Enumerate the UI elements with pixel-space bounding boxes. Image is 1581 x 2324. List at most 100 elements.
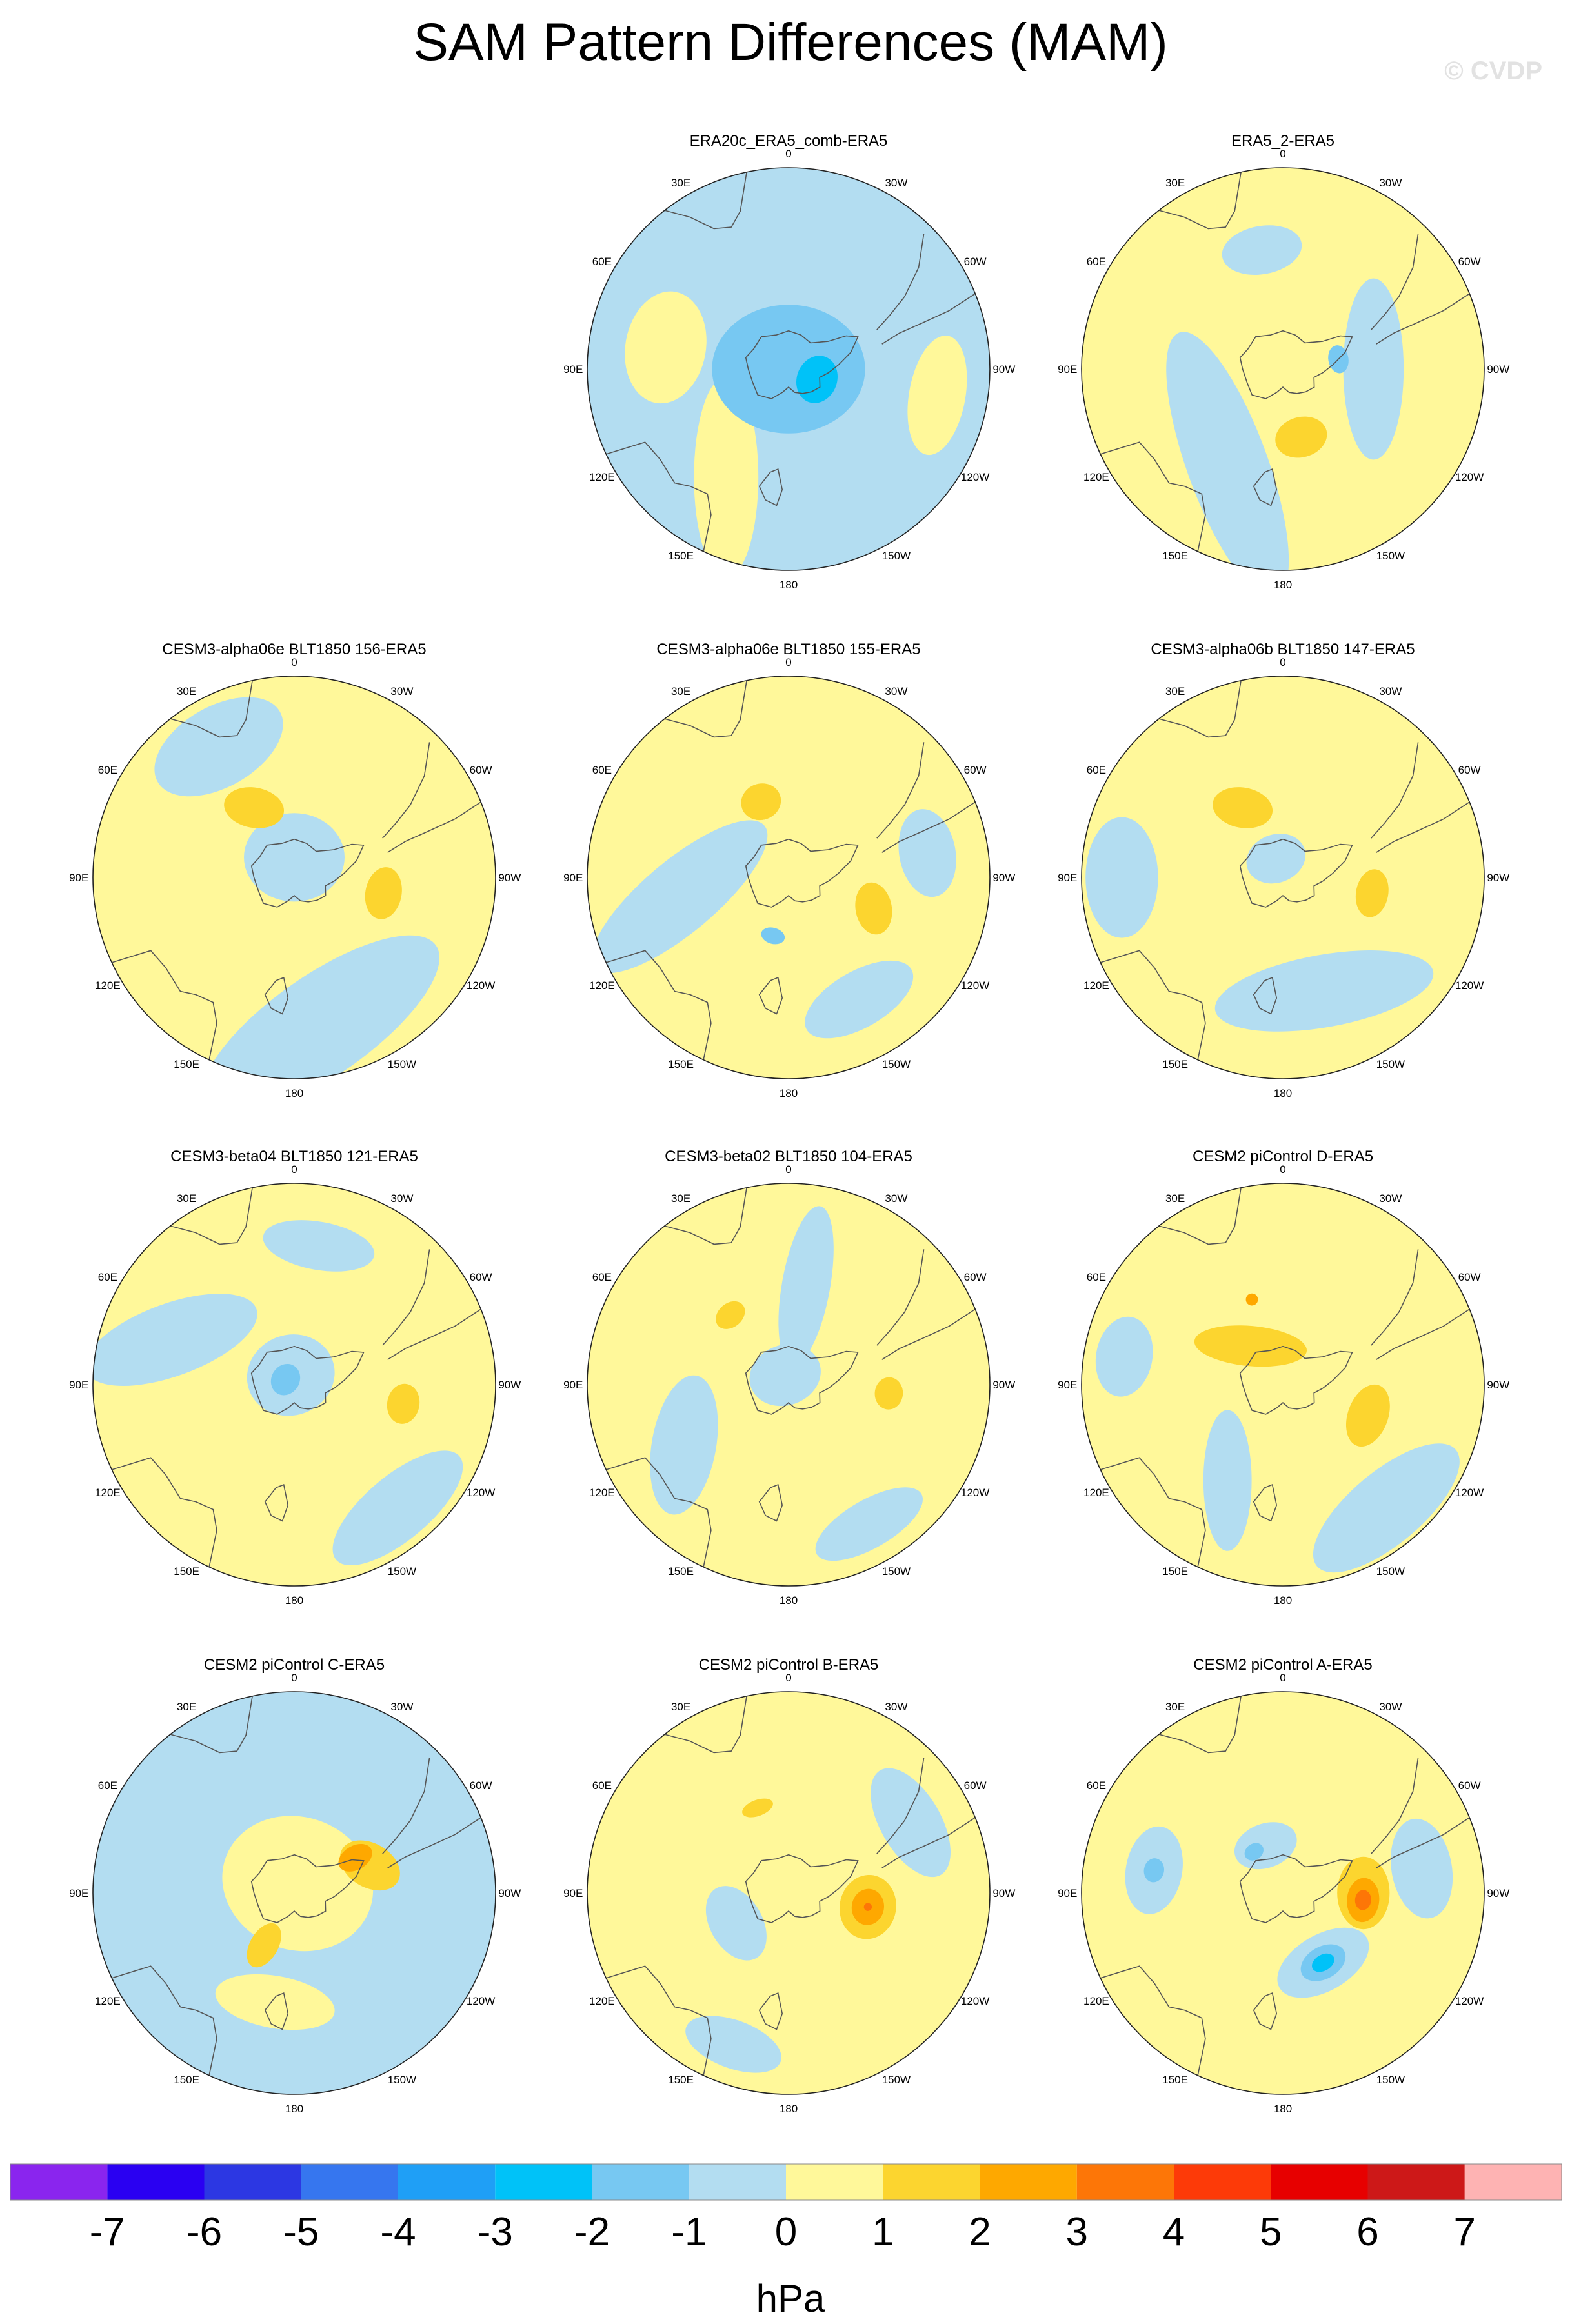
panel-title: CESM3-beta02 BLT1850 104-ERA5: [665, 1148, 912, 1165]
contour-blob: [1275, 416, 1327, 458]
coastlines: [605, 1696, 976, 2076]
contour-field: [1082, 1183, 1484, 1586]
colorbar-swatch: [301, 2164, 399, 2200]
lon-label: 120W: [961, 1487, 989, 1499]
south-america-coast: [1376, 1308, 1470, 1360]
lon-label: 150W: [388, 1058, 416, 1070]
new-zealand-coast: [1253, 468, 1278, 506]
new-zealand-coast: [1253, 977, 1278, 1015]
australia-coast: [605, 441, 712, 552]
lon-label: 150W: [1376, 1058, 1405, 1070]
coastlines: [111, 680, 481, 1060]
lon-label: 120E: [95, 1995, 121, 2007]
lon-label: 30W: [1379, 1701, 1402, 1713]
contour-blob: [201, 935, 440, 1079]
australia-coast: [1100, 441, 1206, 552]
antarctica-coast: [745, 1345, 859, 1415]
africa-coast: [170, 1696, 253, 1754]
contour-blob: [796, 356, 838, 403]
contour-blob: [1143, 1858, 1165, 1883]
lon-label: 150W: [1376, 1565, 1405, 1578]
lon-label: 60E: [592, 1779, 612, 1792]
south-america-coast: [881, 293, 976, 345]
lon-label: 180: [285, 2103, 303, 2115]
panel-title: CESM3-alpha06b BLT1850 147-ERA5: [1151, 641, 1415, 658]
map-border: [587, 676, 991, 1079]
lon-label: 90E: [1058, 1379, 1077, 1391]
lon-label: 150W: [882, 1058, 911, 1070]
colorbar-tick-label: -4: [380, 2210, 416, 2254]
lon-label: 30W: [390, 1192, 413, 1205]
lon-label: 90W: [992, 1379, 1015, 1391]
south-america-coast: [1371, 234, 1419, 330]
colorbar-swatch: [495, 2164, 592, 2200]
contour-blob: [1166, 332, 1289, 570]
lon-label: 120W: [467, 979, 495, 992]
south-america-coast: [382, 742, 430, 839]
coastlines: [1100, 680, 1470, 1060]
south-america-coast: [387, 1817, 481, 1868]
lon-label: 0: [291, 1672, 297, 1684]
lon-label: 60E: [1087, 1779, 1106, 1792]
colorbar-frame: [10, 2163, 1562, 2201]
panel-8: 0 30E 60E 90E 120E 150E 180 150W 120W 90W 60W 30W CE…: [1058, 1148, 1509, 1607]
map-border: [92, 1691, 496, 2095]
lon-label: 150E: [1162, 2074, 1188, 2086]
contour-blob: [270, 1363, 301, 1396]
lon-label: 120E: [589, 471, 615, 483]
lon-label: 30E: [1165, 177, 1185, 189]
colorbar-tick-label: 6: [1356, 2210, 1378, 2254]
lon-label: 30W: [390, 1701, 413, 1713]
panel-title: CESM2 piControl D-ERA5: [1193, 1148, 1373, 1165]
lon-label: 0: [1280, 148, 1285, 160]
coastlines: [1100, 1696, 1470, 2076]
lon-label: 120W: [1455, 979, 1484, 992]
lon-label: 0: [1280, 656, 1285, 668]
colorbar-swatch: [398, 2164, 496, 2200]
lon-label: 0: [291, 1163, 297, 1176]
south-america-coast: [1376, 801, 1470, 853]
lon-label: 30E: [671, 685, 690, 697]
lon-label: 150E: [668, 550, 694, 562]
panel-title: CESM3-alpha06e BLT1850 155-ERA5: [656, 641, 920, 658]
colorbar-swatch: [10, 2164, 108, 2200]
lon-label: 30E: [1165, 1192, 1185, 1205]
contour-blob: [1354, 1890, 1371, 1910]
map-border: [1081, 676, 1485, 1079]
panel-3: 0 30E 60E 90E 120E 150E 180 150W 120W 90W 60W 30W CE…: [69, 641, 521, 1099]
contour-field: [93, 676, 496, 1079]
antarctica-coast: [745, 1854, 859, 1923]
south-america-coast: [876, 742, 925, 839]
panel-title: ERA20c_ERA5_comb-ERA5: [690, 132, 888, 150]
new-zealand-coast: [1253, 1484, 1278, 1522]
contour-blob: [805, 960, 914, 1039]
lon-label: 60E: [98, 1271, 117, 1283]
lon-label: 150E: [668, 1058, 694, 1070]
lon-label: 90W: [1487, 872, 1509, 884]
lon-label: 30W: [1379, 1192, 1402, 1205]
colorbar-swatch: [107, 2164, 205, 2200]
lon-label: 60W: [964, 1779, 987, 1792]
panel-title: CESM2 piControl C-ERA5: [204, 1656, 385, 1674]
colorbar-tick-label: -6: [186, 2210, 222, 2254]
new-zealand-coast: [758, 1484, 783, 1522]
contour-blob: [215, 1974, 335, 2030]
lon-label: 120W: [467, 1487, 495, 1499]
africa-coast: [664, 1187, 747, 1245]
panel-7: 0 30E 60E 90E 120E 150E 180 150W 120W 90W 60W 30W CE…: [563, 1148, 1015, 1607]
panel-4: 0 30E 60E 90E 120E 150E 180 150W 120W 90W 60W 30W CE…: [563, 641, 1015, 1099]
lon-label: 0: [291, 656, 297, 668]
antarctica-coast: [1239, 1854, 1353, 1923]
lon-label: 60W: [470, 764, 492, 776]
colorbar-tick-label: -5: [283, 2210, 319, 2254]
lon-label: 30E: [671, 1192, 690, 1205]
colorbar-tick-label: 7: [1454, 2210, 1476, 2254]
contour-blob: [338, 1843, 372, 1872]
lon-label: 60E: [592, 255, 612, 268]
lon-label: 30E: [671, 177, 690, 189]
coastlines: [605, 680, 976, 1060]
lon-label: 120E: [1083, 979, 1109, 992]
lon-label: 180: [1274, 2103, 1292, 2115]
lon-label: 150W: [1376, 550, 1405, 562]
lon-label: 150W: [882, 1565, 911, 1578]
